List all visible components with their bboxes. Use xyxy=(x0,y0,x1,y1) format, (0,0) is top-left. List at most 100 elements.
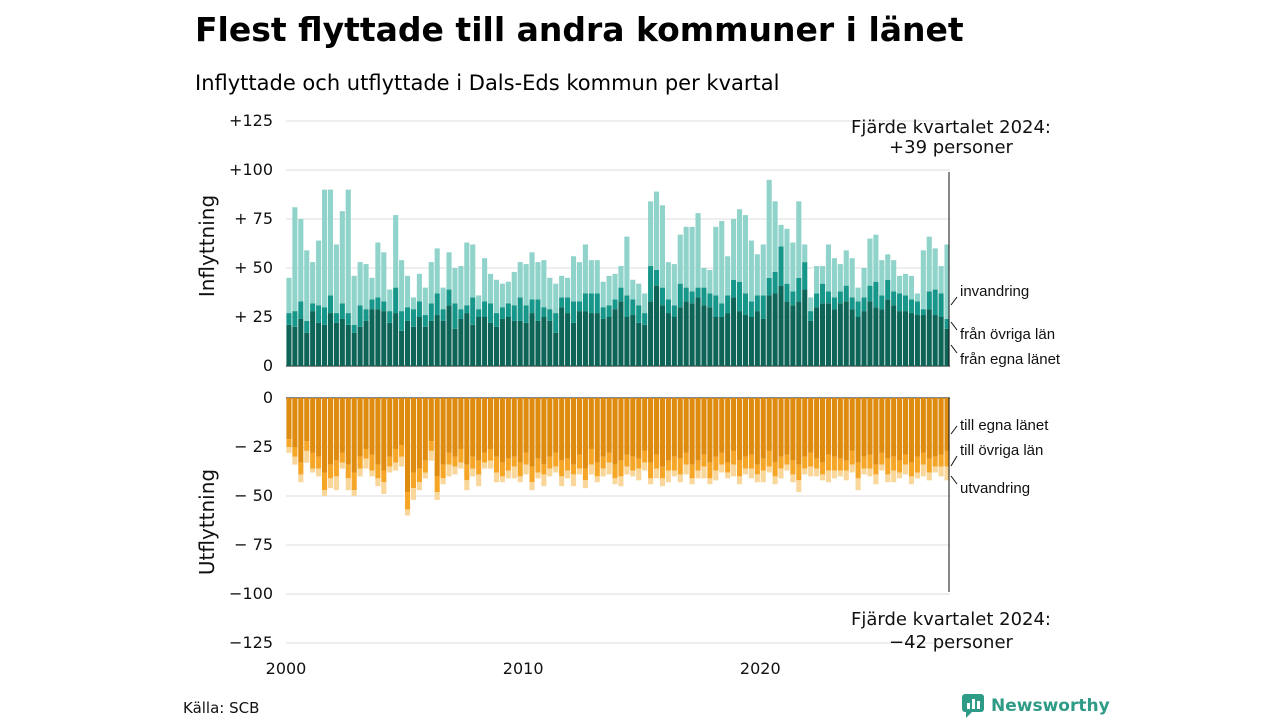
outflow-bar-2 xyxy=(499,462,505,477)
inflow-bar-1 xyxy=(582,311,588,366)
outflow-bar-2 xyxy=(547,456,553,469)
outflow-bar-3 xyxy=(802,468,808,475)
inflow-bar-2 xyxy=(855,301,861,317)
inflow-bar-2 xyxy=(677,283,683,308)
inflow-bar-1 xyxy=(357,326,363,366)
outflow-bar-2 xyxy=(399,445,405,457)
leader-till-egna-lanet xyxy=(950,425,958,435)
outflow-bar-3 xyxy=(630,470,636,477)
inflow-bar-1 xyxy=(837,303,843,366)
inflow-bar-1 xyxy=(393,313,399,366)
inflow-bar-1 xyxy=(458,318,464,366)
outflow-bar-3 xyxy=(843,470,849,481)
outflow-bar-1 xyxy=(446,398,452,453)
outflow-bar-3 xyxy=(736,476,743,485)
outflow-y-tick-label: −125 xyxy=(229,633,273,652)
outflow-bar-3 xyxy=(653,468,660,479)
outflow-bar-2 xyxy=(796,464,802,481)
outflow-bar-3 xyxy=(351,490,357,496)
inflow-bar-1 xyxy=(345,324,351,366)
inflow-bar-2 xyxy=(796,277,802,302)
inflow-bar-3 xyxy=(464,242,470,306)
inflow-bar-1 xyxy=(333,322,339,366)
outflow-bar-3 xyxy=(517,476,523,483)
outflow-bar-1 xyxy=(695,398,701,461)
inflow-bar-2 xyxy=(511,305,517,321)
inflow-y-ticks: 0 + 25 + 50 + 75 +100 +125 xyxy=(229,111,273,375)
outflow-bar-2 xyxy=(594,462,600,477)
outflow-bar-1 xyxy=(404,398,411,493)
outflow-bar-3 xyxy=(304,450,310,463)
inflow-bar-3 xyxy=(944,244,950,319)
inflow-bar-3 xyxy=(363,264,369,310)
inflow-annotation-line2: +39 personer xyxy=(889,137,1013,158)
inflow-bar-1 xyxy=(482,317,488,366)
outflow-bar-2 xyxy=(837,458,843,471)
inflow-bar-3 xyxy=(938,266,944,294)
outflow-bar-2 xyxy=(653,454,660,469)
inflow-bar-2 xyxy=(594,293,600,314)
inflow-bar-2 xyxy=(891,291,897,306)
inflow-bar-1 xyxy=(464,313,470,366)
inflow-bar-3 xyxy=(416,273,422,302)
inflow-bar-1 xyxy=(760,318,766,366)
inflow-bar-2 xyxy=(399,311,405,331)
outflow-bar-1 xyxy=(393,398,399,449)
inflow-bar-3 xyxy=(719,220,725,304)
series-label-till-egna-lanet: till egna länet xyxy=(960,417,1049,434)
outflow-bar-1 xyxy=(760,398,766,459)
inflow-bar-2 xyxy=(493,313,500,327)
inflow-bar-1 xyxy=(298,318,304,366)
outflow-bar-1 xyxy=(683,398,689,453)
outflow-bar-3 xyxy=(731,464,737,477)
inflow-bar-3 xyxy=(523,264,529,306)
outflow-bar-2 xyxy=(808,452,814,467)
inflow-bar-2 xyxy=(683,287,689,302)
series-label-fran-ovriga-lan: från övriga län xyxy=(960,326,1055,343)
outflow-bar-2 xyxy=(790,460,796,475)
inflow-bar-1 xyxy=(736,311,743,366)
outflow-annotation-line1: Fjärde kvartalet 2024: xyxy=(851,609,1051,630)
inflow-bar-1 xyxy=(440,320,446,366)
outflow-bar-1 xyxy=(588,398,594,449)
inflow-bar-3 xyxy=(861,268,867,298)
outflow-bar-1 xyxy=(428,398,434,442)
inflow-bar-3 xyxy=(547,277,553,310)
inflow-bar-3 xyxy=(873,234,879,282)
outflow-bar-3 xyxy=(440,478,446,485)
inflow-bar-3 xyxy=(600,281,606,308)
inflow-bar-1 xyxy=(565,313,571,366)
inflow-bar-3 xyxy=(582,244,588,294)
outflow-bar-3 xyxy=(648,478,654,485)
outflow-annotation-line2: −42 personer xyxy=(889,632,1013,653)
outflow-bar-3 xyxy=(434,492,440,500)
outflow-bar-3 xyxy=(885,474,891,483)
inflow-bar-2 xyxy=(825,291,832,304)
outflow-bar-3 xyxy=(446,464,452,477)
outflow-bar-2 xyxy=(363,448,369,459)
inflow-bar-3 xyxy=(606,275,612,306)
outflow-bar-3 xyxy=(576,468,583,475)
inflow-bar-3 xyxy=(553,283,559,314)
inflow-bar-3 xyxy=(653,191,660,270)
outflow-bar-1 xyxy=(825,398,832,455)
outflow-bar-3 xyxy=(327,478,334,489)
outflow-bar-3 xyxy=(298,474,304,483)
outflow-y-tick-label: − 50 xyxy=(234,486,273,505)
inflow-bar-3 xyxy=(784,228,790,284)
inflow-bar-1 xyxy=(885,299,891,366)
inflow-bar-3 xyxy=(612,273,618,300)
inflow-y-tick-label: +100 xyxy=(229,160,273,179)
inflow-bar-2 xyxy=(719,303,725,317)
outflow-bar-2 xyxy=(487,448,494,461)
outflow-bar-3 xyxy=(719,464,725,473)
inflow-bar-1 xyxy=(689,303,695,366)
outflow-bar-2 xyxy=(849,450,855,465)
outflow-bar-2 xyxy=(333,460,339,477)
outflow-bar-1 xyxy=(885,398,891,459)
inflow-bar-2 xyxy=(588,293,594,314)
inflow-bar-1 xyxy=(707,307,713,366)
leader-fran-egna-lanet xyxy=(950,344,958,354)
outflow-bar-2 xyxy=(529,466,535,483)
inflow-bar-3 xyxy=(446,252,452,290)
